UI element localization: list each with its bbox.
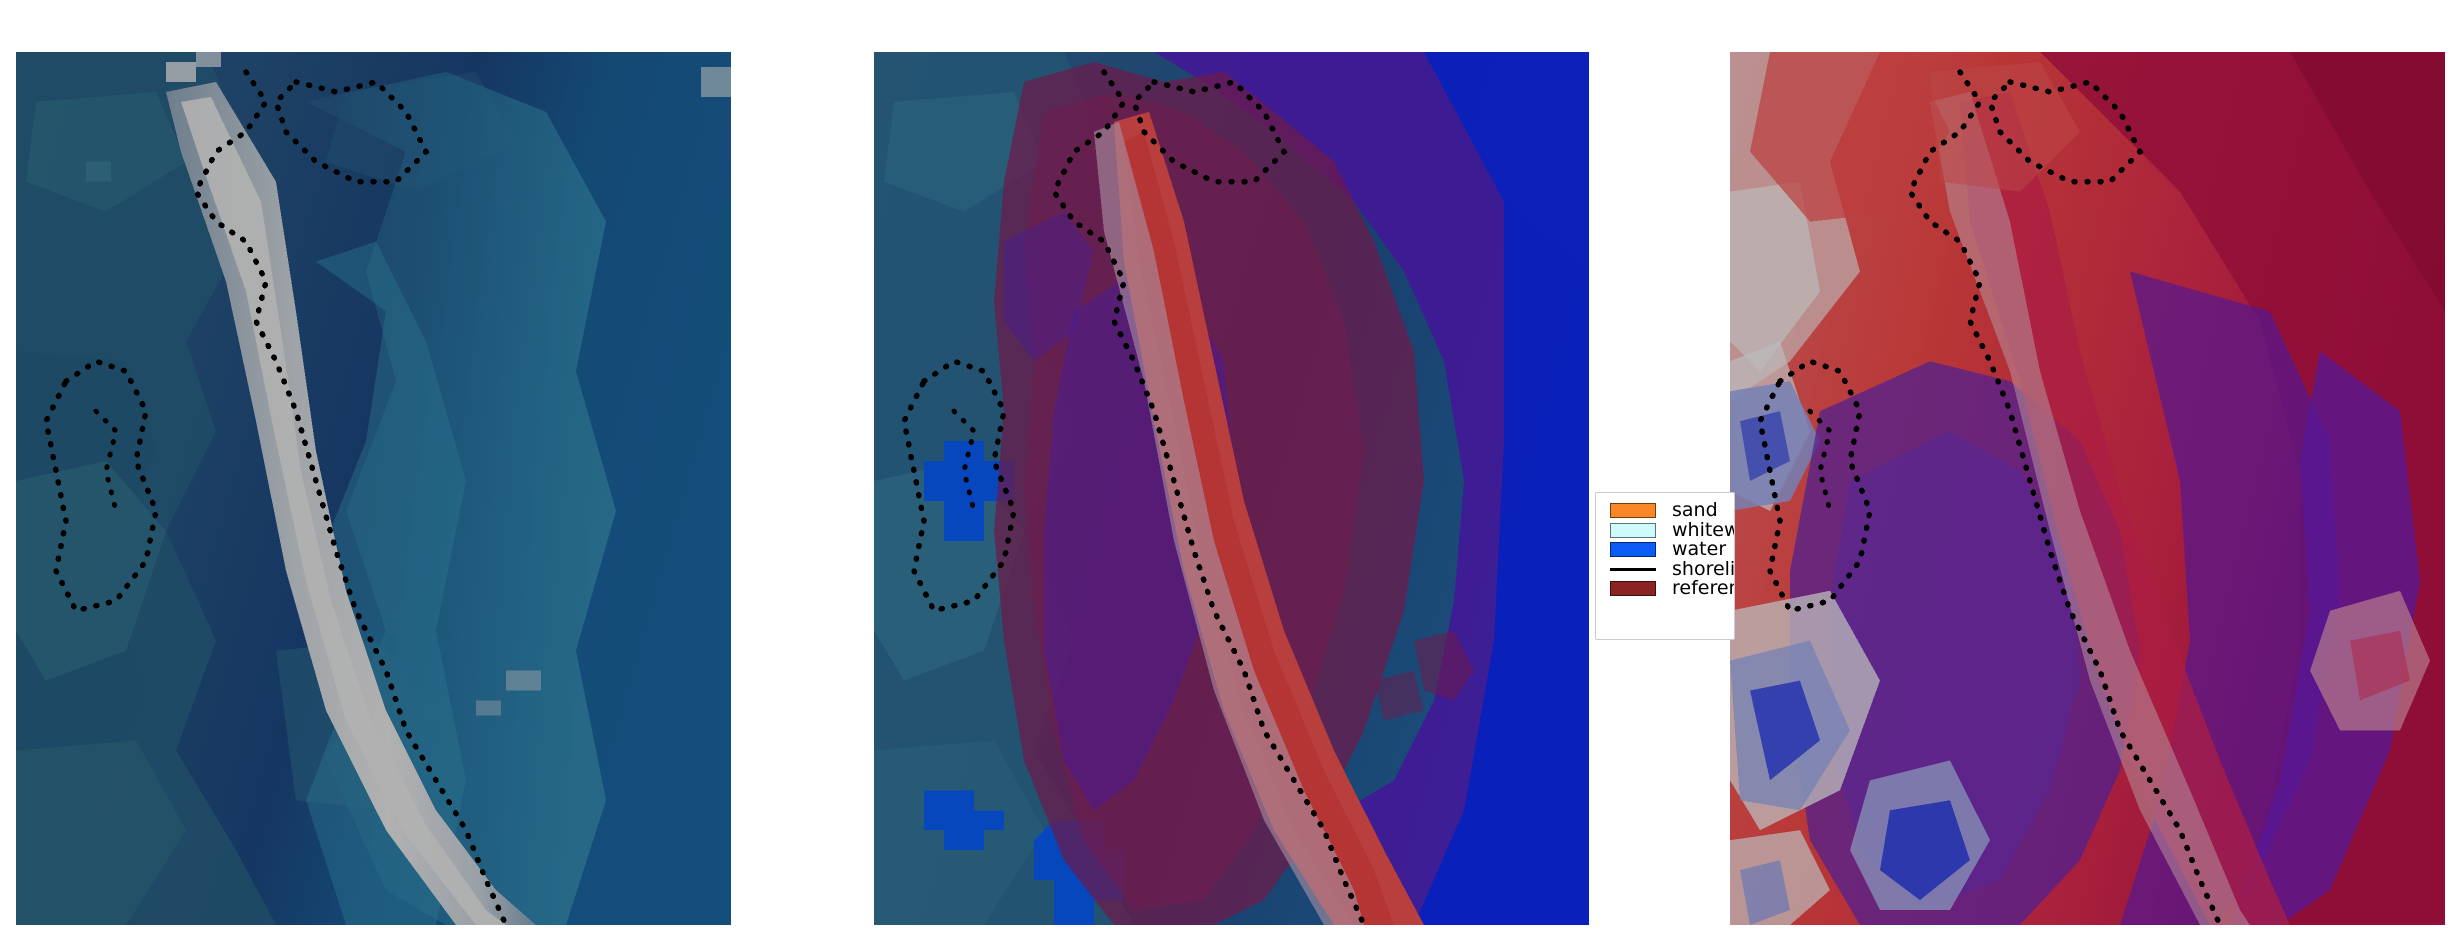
legend-label-water: water [1672, 538, 1727, 561]
panel-l8: L8 [1730, 52, 2445, 925]
whitewater-swatch [1610, 522, 1656, 538]
legend-label-reference: reference [1672, 577, 1734, 600]
panel-classified: 2021-05-19-22-05-40 [874, 52, 1589, 925]
panel-nzd0185-image [16, 52, 731, 925]
panel-nzd0185: nzd0185 [16, 52, 731, 925]
legend-label-shoreline: shoreline [1672, 557, 1735, 580]
water-swatch [1610, 542, 1656, 558]
shoreline-line-swatch [1610, 562, 1656, 577]
legend-item-reference[interactable]: reference [1610, 579, 1734, 599]
sand-swatch [1610, 503, 1656, 519]
reference-swatch [1610, 581, 1656, 597]
panel-l8-image [1730, 52, 2445, 925]
legend-item-sand[interactable]: sand [1610, 501, 1734, 521]
legend-label-sand: sand [1672, 499, 1718, 522]
legend-item-water[interactable]: water [1610, 540, 1734, 560]
panel-classified-image [874, 52, 1589, 925]
legend-item-shoreline[interactable]: shoreline [1610, 557, 1735, 580]
